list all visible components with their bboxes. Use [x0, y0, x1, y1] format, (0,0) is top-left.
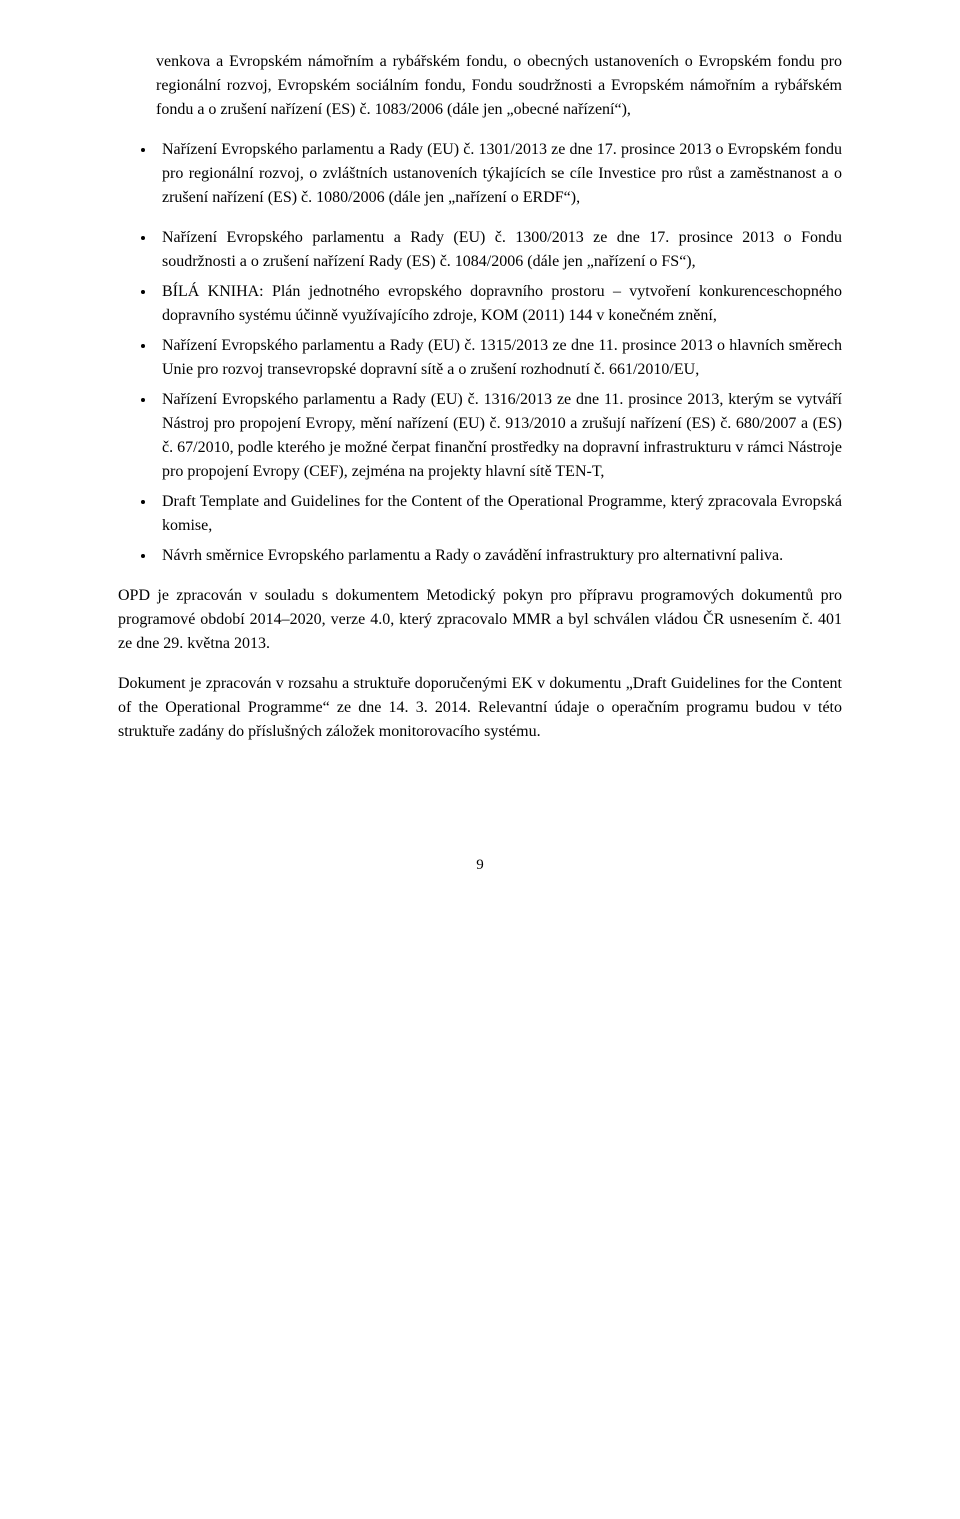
list-item: Návrh směrnice Evropského parlamentu a R… — [156, 544, 842, 568]
list-item: Nařízení Evropského parlamentu a Rady (E… — [156, 138, 842, 210]
body-paragraph-1: OPD je zpracován v souladu s dokumentem … — [118, 584, 842, 656]
list-item: Nařízení Evropského parlamentu a Rady (E… — [156, 388, 842, 484]
list-item: BÍLÁ KNIHA: Plán jednotného evropského d… — [156, 280, 842, 328]
list-item: Draft Template and Guidelines for the Co… — [156, 490, 842, 538]
page-number: 9 — [118, 854, 842, 877]
top-bullet-list-2: Nařízení Evropského parlamentu a Rady (E… — [118, 226, 842, 568]
list-item: Nařízení Evropského parlamentu a Rady (E… — [156, 334, 842, 382]
body-paragraph-2: Dokument je zpracován v rozsahu a strukt… — [118, 672, 842, 744]
top-bullet-list-1: Nařízení Evropského parlamentu a Rady (E… — [118, 138, 842, 210]
lead-in-continuation: venkova a Evropském námořním a rybářském… — [118, 50, 842, 122]
list-item: Nařízení Evropského parlamentu a Rady (E… — [156, 226, 842, 274]
